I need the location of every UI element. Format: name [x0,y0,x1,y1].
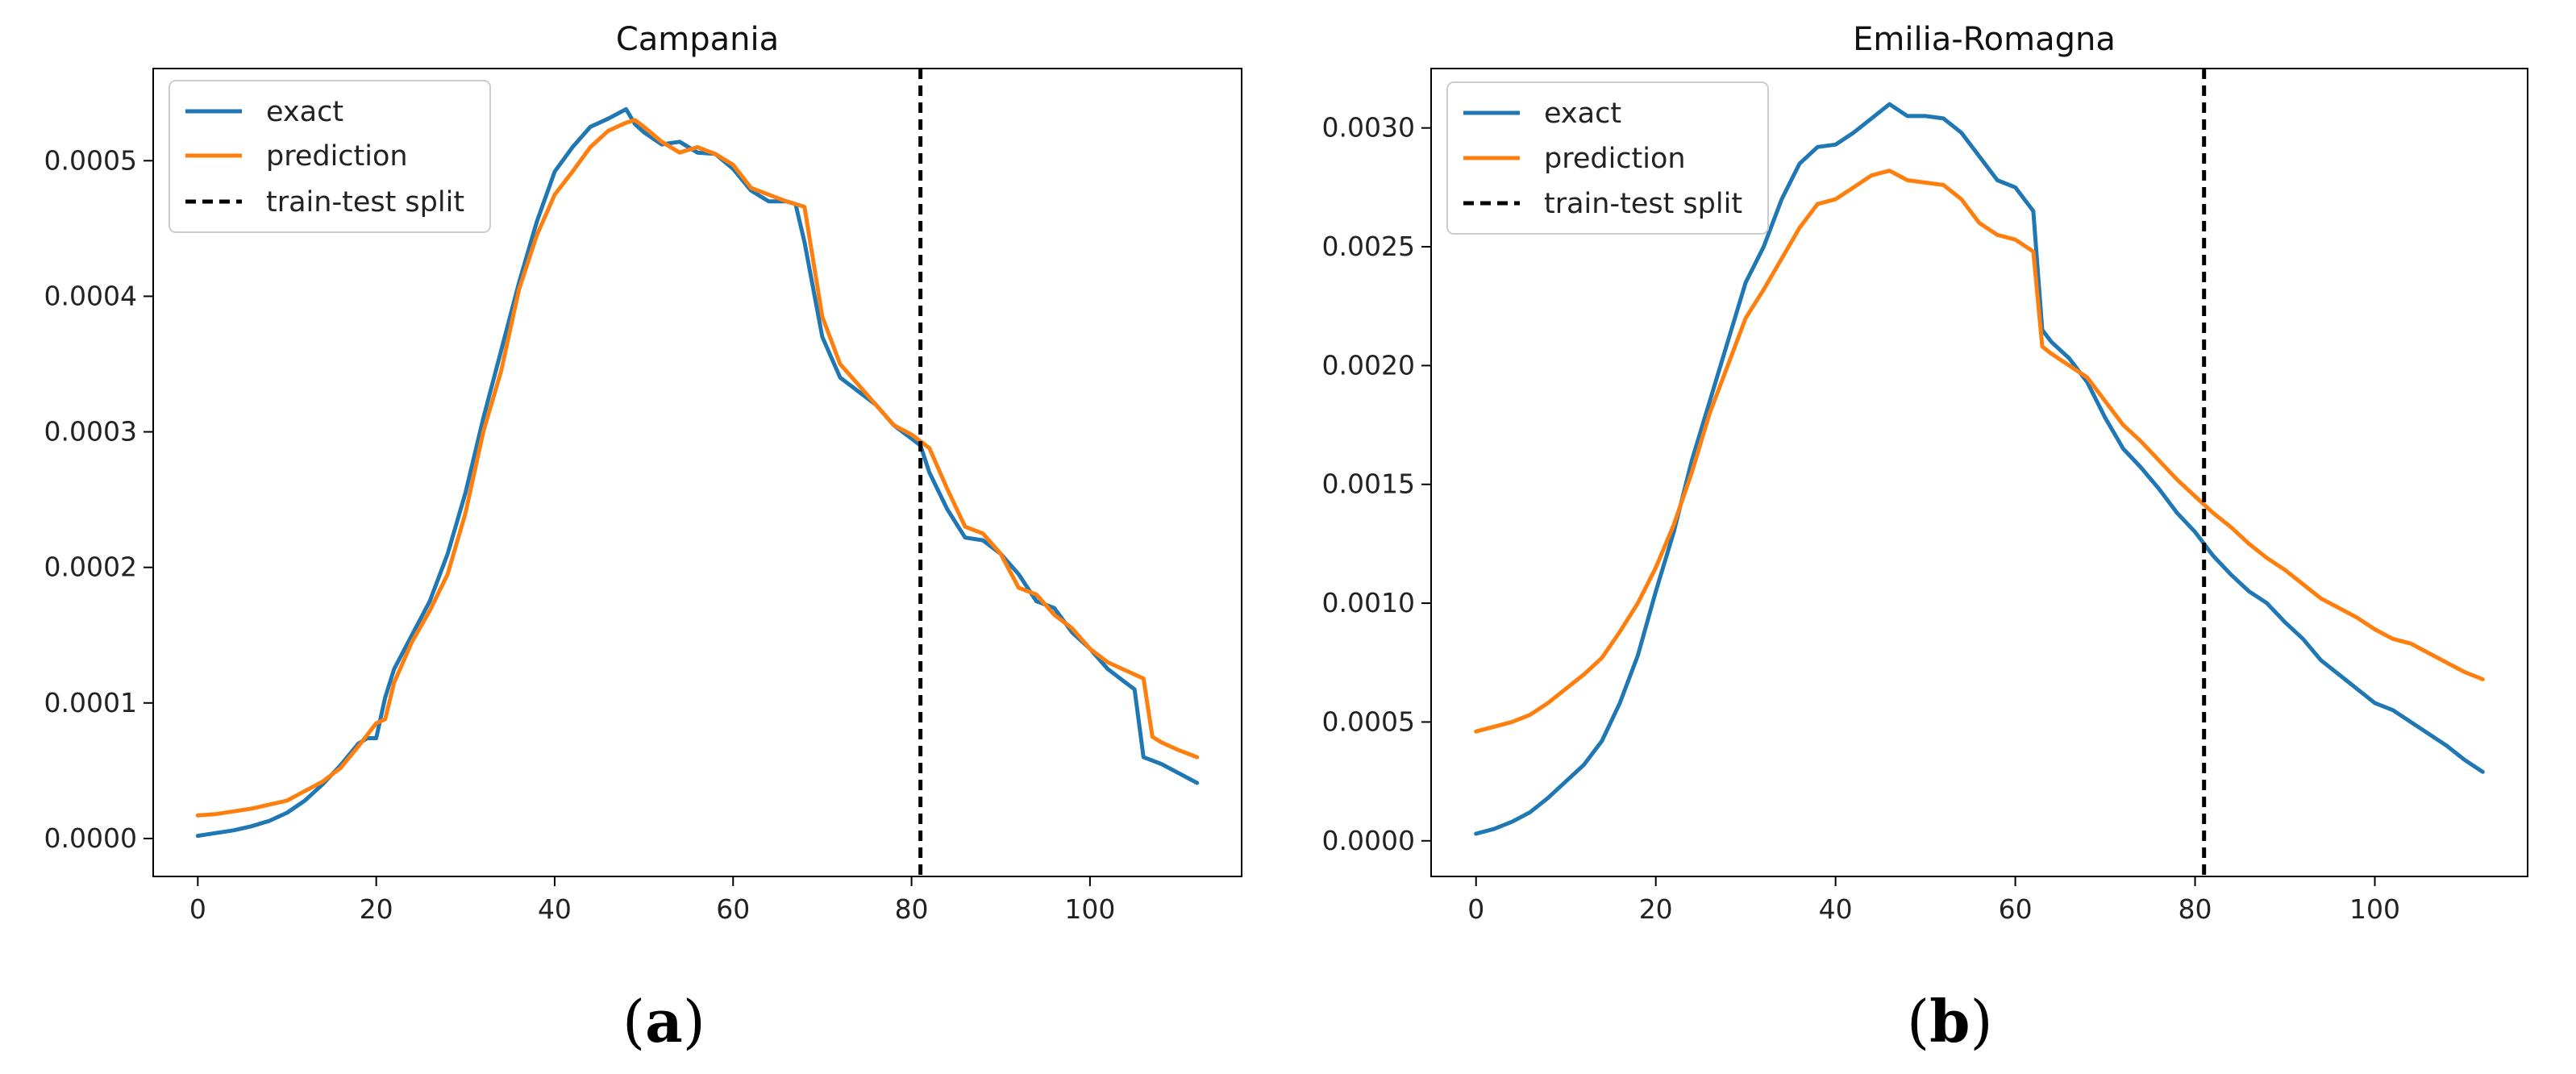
y-tick-label: 0.0025 [1322,231,1415,262]
chart-title: Emilia-Romagna [1853,21,2116,58]
x-axis: 0 20 40 60 80 100 [1467,876,2400,925]
legend-split-label: train-test split [1544,188,1742,220]
legend-exact-label: exact [266,96,343,128]
y-tick-label: 0.0001 [44,687,137,718]
series-line-exact [1474,102,2485,836]
y-tick-label: 0.0000 [44,822,137,854]
series-line-prediction [195,118,1200,818]
y-tick-label: 0.0010 [1322,587,1415,618]
legend-box [1446,81,1769,235]
y-tick-label: 0.0000 [1322,825,1415,856]
plot-lines [195,69,1200,876]
x-tick-label: 20 [1639,893,1673,925]
y-tick-label: 0.0005 [44,144,137,176]
y-tick-label: 0.0002 [44,552,137,583]
plot-lines [1474,69,2485,876]
x-tick-label: 60 [1999,893,2033,925]
legend-prediction-label: prediction [266,140,408,173]
y-tick-label: 0.0030 [1322,112,1415,144]
x-tick-label: 60 [716,893,750,925]
legend-prediction-label: prediction [1544,143,1686,175]
panel-label-b: (b) [1907,987,1993,1055]
x-tick-label: 80 [2179,893,2212,925]
y-tick-label: 0.0020 [1322,349,1415,381]
x-tick-label: 40 [1819,893,1853,925]
legend-split-label: train-test split [266,186,464,219]
panel-letter: a [645,987,683,1055]
legend-exact-label: exact [1544,98,1621,130]
y-tick-label: 0.0003 [44,416,137,448]
x-tick-label: 100 [2349,893,2400,925]
panel-label-a: (a) [622,987,705,1055]
x-tick-label: 0 [189,893,206,925]
y-tick-label: 0.0004 [44,280,137,311]
x-tick-label: 100 [1064,893,1115,925]
chart-panel-emilia-romagna: Emilia-Romagna 0.00000.00050.00100.00150… [1322,21,2528,1055]
x-tick-label: 40 [538,893,572,925]
panel-letter: b [1929,987,1970,1055]
legend-box [169,80,491,233]
legend: exact prediction train-test split [169,80,491,233]
y-axis: 0.0000 0.0005 0.0010 0.0015 0.0020 0.0025 0.00… [1322,112,1431,856]
x-tick-label: 20 [360,893,393,925]
series-line-prediction [1474,169,2485,734]
x-tick-label: 0 [1467,893,1484,925]
chart-title: Campania [616,21,779,58]
x-tick-label: 80 [895,893,929,925]
chart-panel-campania: Campania 0.00000.00010.00020.00030.00040… [44,21,1242,1055]
legend: exact prediction train-test split [1446,81,1769,235]
y-axis: 0.0000 0.0001 0.0002 0.0003 0.0004 0.0005 [44,144,153,854]
y-tick-label: 0.0005 [1322,706,1415,737]
x-axis: 0 20 40 60 80 100 [189,876,1115,925]
y-tick-label: 0.0015 [1322,468,1415,500]
